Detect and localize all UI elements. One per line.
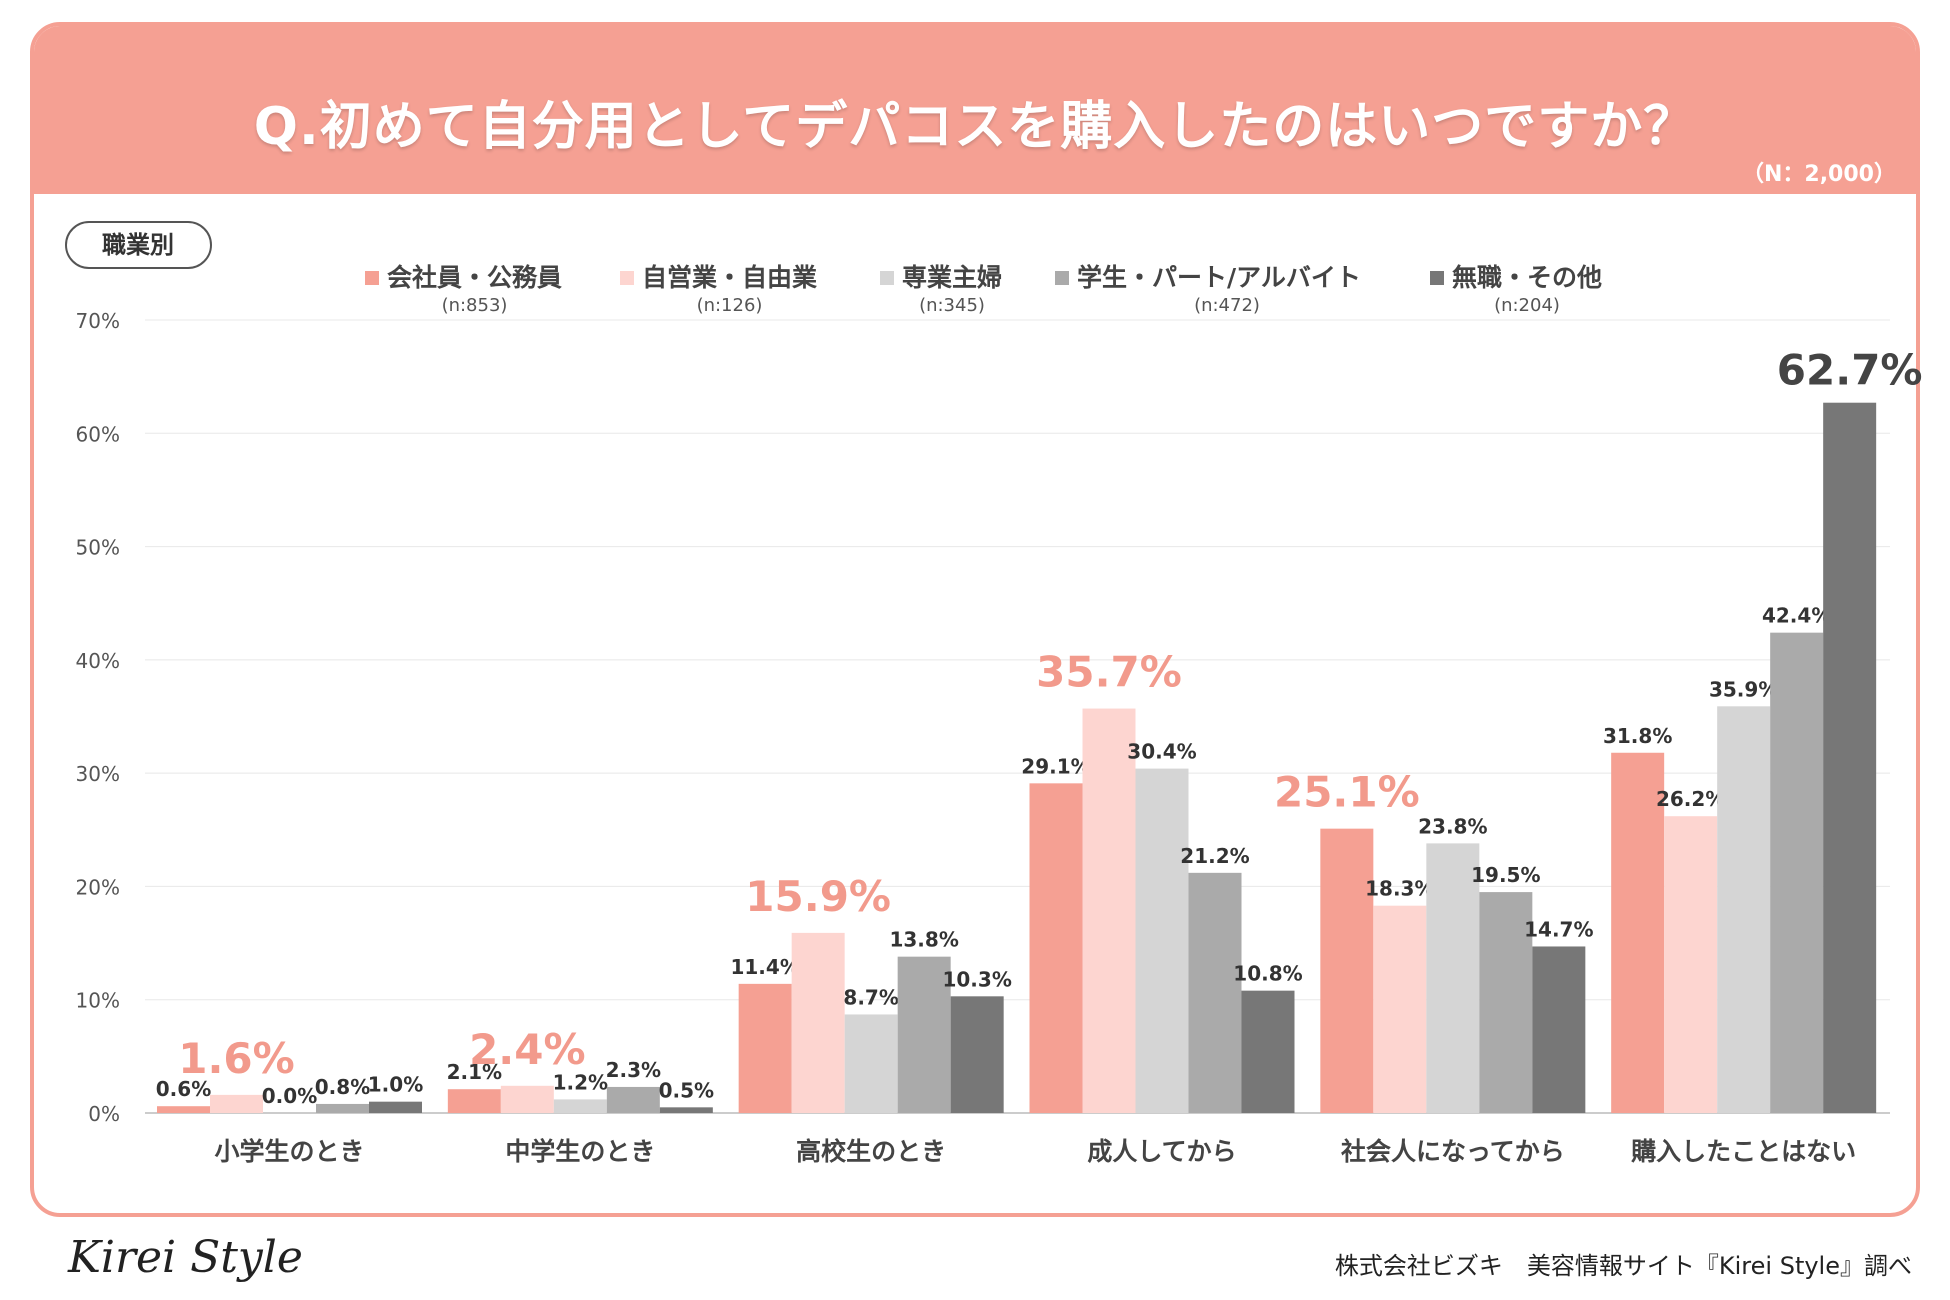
x-tick-label: 社会人になってから [1341,1137,1565,1166]
bar [897,956,951,1113]
bar-value-label: 2.3% [606,1058,661,1082]
y-tick-label: 50% [76,536,120,560]
bar [844,1014,898,1113]
bar-value-label: 31.8% [1603,724,1672,748]
bar [1241,990,1295,1113]
bar [553,1099,607,1113]
bar [1320,828,1374,1113]
bar [210,1094,263,1113]
legend-label: 無職・その他 [1452,263,1602,292]
bar [157,1106,210,1113]
bar-value-label: 13.8% [889,928,958,952]
bar [1770,632,1824,1113]
legend-swatch [620,271,634,285]
legend-sample-size: (n:853) [442,295,508,316]
legend-label: 自営業・自由業 [642,263,817,292]
bar [791,932,845,1113]
x-tick-label: 高校生のとき [796,1137,946,1166]
title-banner: Q.初めて自分用としてデパコスを購入したのはいつですか？ （N：2,000） [34,26,1916,194]
y-tick-label: 0% [88,1102,120,1126]
y-tick-label: 60% [76,422,120,446]
bar-value-label: 8.7% [843,985,898,1009]
bar [1426,843,1480,1113]
highlight-value-label: 62.7% [1777,346,1923,395]
bar [1717,706,1771,1113]
bar-value-label: 14.7% [1524,917,1593,941]
bar [1373,905,1427,1113]
highlight-value-label: 15.9% [745,872,891,921]
legend-label: 専業主婦 [902,263,1002,292]
bar-value-label: 18.3% [1365,877,1434,901]
category-tag-label: 職業別 [102,231,174,259]
highlight-value-label: 35.7% [1036,648,1182,697]
bar [369,1101,422,1113]
bar-value-label: 35.9% [1709,677,1778,701]
bar [950,996,1004,1113]
legend-label: 学生・パート/アルバイト [1077,263,1361,292]
bar-value-label: 0.5% [659,1078,714,1102]
legend-swatch [1430,271,1444,285]
highlight-value-label: 2.4% [469,1025,585,1074]
bar-value-label: 23.8% [1418,814,1487,838]
bar-value-label: 0.6% [156,1077,211,1101]
bar [738,983,792,1113]
bar-value-label: 10.8% [1233,962,1302,986]
category-tag [65,221,212,269]
y-tick-label: 30% [76,762,120,786]
legend-swatch [880,271,894,285]
bar [1188,872,1242,1113]
x-tick-label: 中学生のとき [505,1137,655,1166]
highlight-value-label: 1.6% [178,1034,294,1083]
y-tick-label: 20% [76,875,120,899]
legend-label: 会社員・公務員 [387,263,562,292]
bar-value-label: 10.3% [942,967,1011,991]
bar [1479,892,1533,1113]
bar [500,1085,554,1113]
bar [316,1103,369,1113]
sample-size-total: （N：2,000） [1741,162,1896,187]
bar [1611,752,1665,1113]
bar-value-label: 29.1% [1021,754,1090,778]
bar [1532,946,1586,1113]
source-credit: 株式会社ビズキ 美容情報サイト『Kirei Style』調べ [1334,1252,1912,1280]
bar [1135,768,1189,1113]
bar-value-label: 0.0% [262,1084,317,1108]
bar-value-label: 42.4% [1762,604,1831,628]
bar [606,1086,660,1113]
bar-value-label: 1.0% [368,1073,423,1097]
legend-sample-size: (n:204) [1494,295,1560,316]
kirei-style-logo: Kirei Style [68,1232,303,1283]
bar [1082,708,1136,1113]
bar-value-label: 21.2% [1180,844,1249,868]
bar-value-label: 19.5% [1471,863,1540,887]
x-tick-label: 成人してから [1087,1137,1236,1166]
legend-sample-size: (n:345) [919,295,985,316]
bar-value-label: 0.8% [315,1075,370,1099]
legend-swatch [365,271,379,285]
bar [447,1089,501,1113]
bar-value-label: 11.4% [730,955,799,979]
x-tick-label: 購入したことはない [1631,1137,1856,1166]
page-title: Q.初めて自分用としてデパコスを購入したのはいつですか？ [253,97,1697,157]
bar-value-label: 26.2% [1656,787,1725,811]
legend-sample-size: (n:472) [1194,295,1260,316]
y-tick-label: 40% [76,649,120,673]
bar [659,1107,713,1113]
bar-value-label: 1.2% [553,1070,608,1094]
highlight-value-label: 25.1% [1274,768,1420,817]
bar [1823,402,1877,1113]
x-tick-label: 小学生のとき [214,1137,364,1166]
legend-sample-size: (n:126) [697,295,763,316]
y-tick-label: 10% [76,989,120,1013]
bar-value-label: 30.4% [1127,740,1196,764]
bar [1664,816,1718,1113]
y-tick-label: 70% [76,309,120,333]
bar [1029,783,1083,1113]
bar-value-label: 2.1% [447,1060,502,1084]
legend-swatch [1055,271,1069,285]
